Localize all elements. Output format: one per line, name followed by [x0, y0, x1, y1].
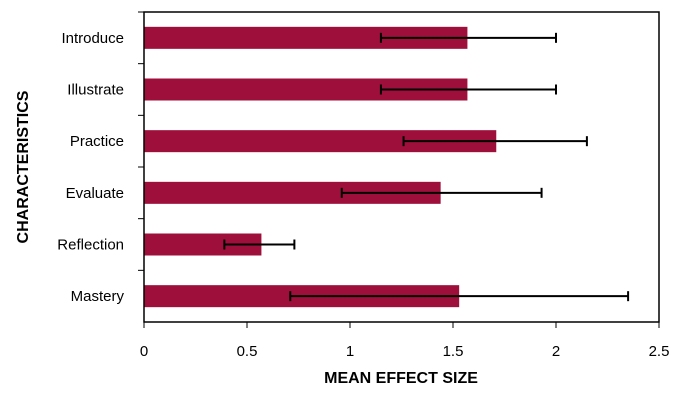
y-axis-categories: Introduce Illustrate Practice Evaluate Refle…	[57, 11, 144, 305]
bars-layer	[144, 26, 497, 308]
x-axis-title: MEAN EFFECT SIZE	[324, 370, 478, 387]
bar-evaluate	[144, 181, 441, 204]
x-tick-label: 2.5	[649, 343, 670, 360]
bar-illustrate	[144, 78, 468, 101]
category-label-evaluate: Evaluate	[66, 185, 124, 202]
x-axis-ticks: 0 0.5 1 1.5 2 2.5	[140, 322, 670, 360]
bar-introduce	[144, 26, 468, 49]
category-label-mastery: Mastery	[71, 288, 125, 305]
error-bar-reflection	[223, 239, 296, 250]
error-bar-mastery	[289, 291, 630, 302]
bar-reflection	[144, 233, 262, 256]
x-tick-label: 0	[140, 343, 148, 360]
x-tick-label: 0.5	[237, 343, 258, 360]
error-bar-evaluate	[340, 187, 543, 198]
bar-practice	[144, 130, 497, 153]
error-bar-introduce	[379, 32, 557, 43]
x-tick-label: 1	[346, 343, 354, 360]
error-bar-illustrate	[379, 84, 557, 95]
y-axis-title: CHARACTERISTICS	[15, 90, 32, 243]
category-label-reflection: Reflection	[57, 237, 124, 254]
error-bars-layer	[223, 32, 630, 302]
plot-frame	[143, 11, 660, 323]
category-label-practice: Practice	[70, 133, 124, 150]
category-label-illustrate: Illustrate	[67, 82, 124, 99]
x-tick-label: 1.5	[443, 343, 464, 360]
x-tick-label: 2	[552, 343, 560, 360]
category-label-introduce: Introduce	[61, 30, 124, 47]
error-bar-practice	[402, 136, 588, 147]
